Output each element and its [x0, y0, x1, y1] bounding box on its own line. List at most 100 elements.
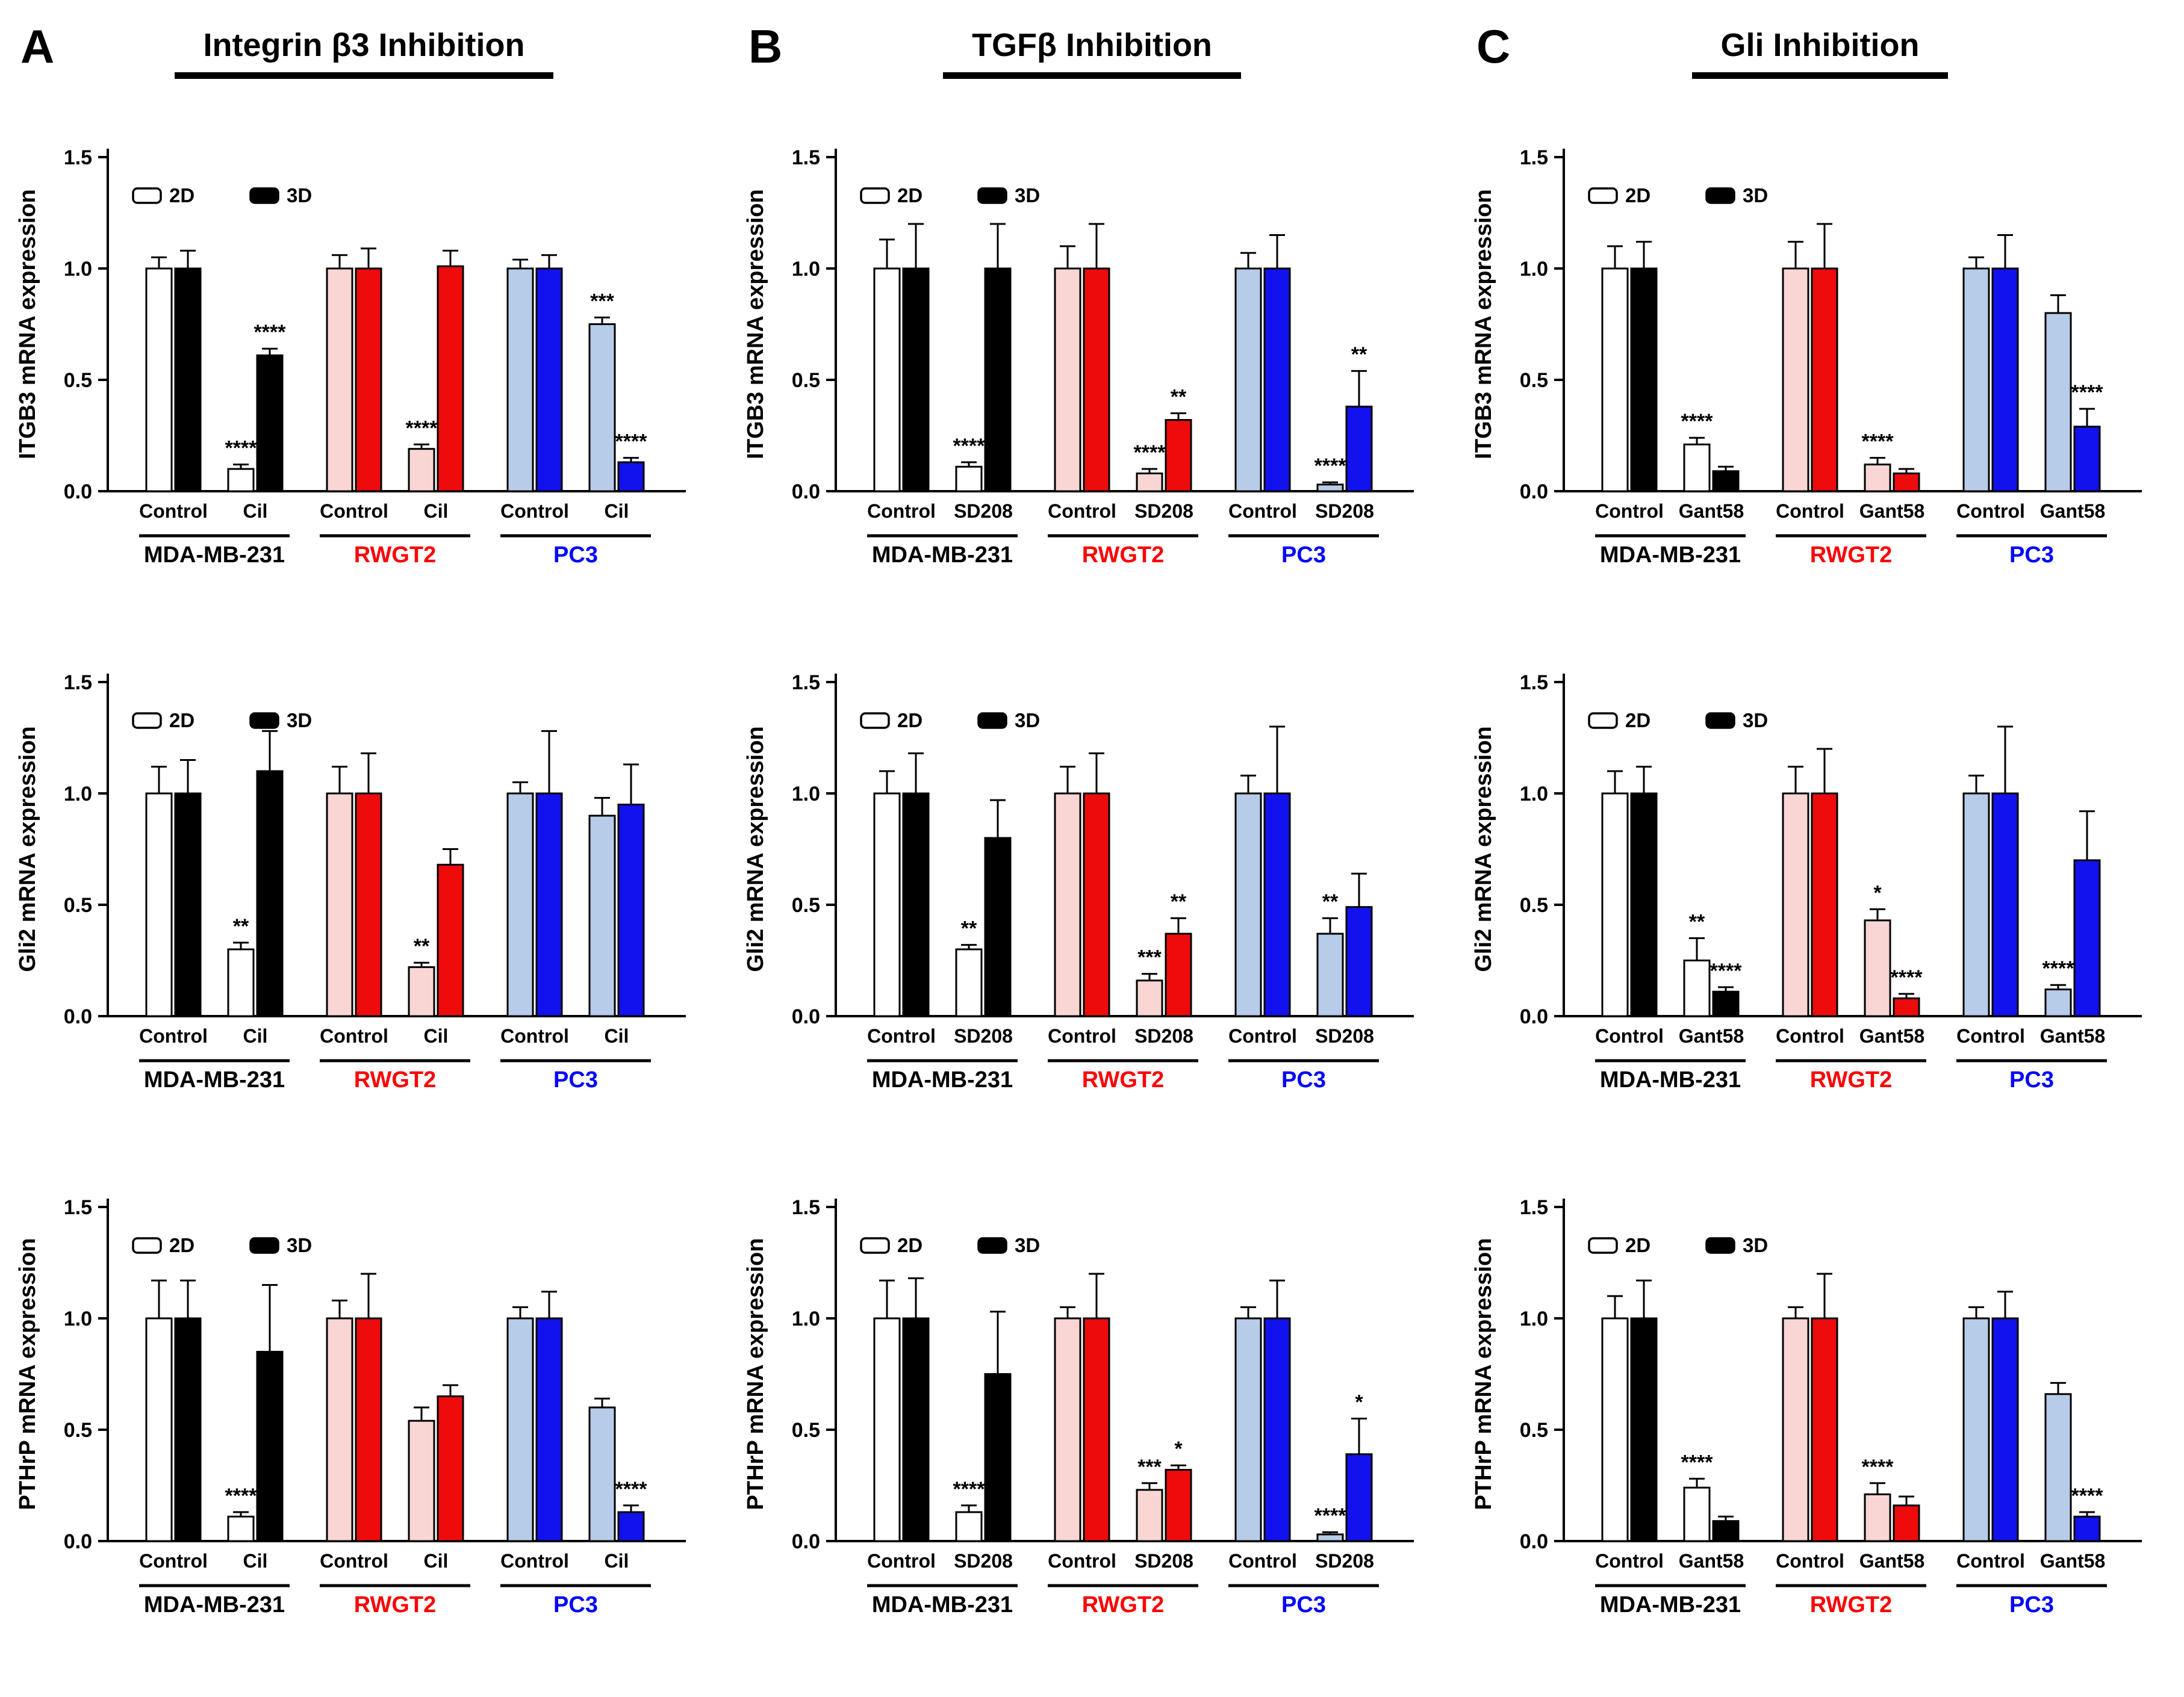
svg-text:3D: 3D [287, 184, 312, 206]
svg-text:****: **** [1862, 430, 1894, 453]
svg-text:1.0: 1.0 [792, 258, 820, 281]
svg-text:2D: 2D [169, 709, 194, 731]
chart-b-pthrp: 0.0 0.5 1.0 1.5 PTHrP mRNA expression 2D 3D Con… [728, 1162, 1456, 1687]
svg-text:Control: Control [500, 1025, 569, 1047]
svg-text:Control: Control [1048, 500, 1116, 522]
svg-text:0.5: 0.5 [792, 369, 820, 392]
chart-svg: 0.0 0.5 1.0 1.5 ITGB3 mRNA expression 2D 3D Con… [1471, 146, 2142, 568]
chart-svg: 0.0 0.5 1.0 1.5 Gli2 mRNA expression 2D 3D Cont… [1471, 671, 2142, 1093]
svg-text:**: ** [1322, 890, 1339, 913]
panel-b-title: TGFβ Inhibition [943, 26, 1241, 79]
chart-b-gli2: 0.0 0.5 1.0 1.5 Gli2 mRNA expression 2D 3D Cont… [728, 637, 1456, 1162]
svg-text:1.0: 1.0 [792, 783, 820, 805]
svg-text:RWGT2: RWGT2 [1810, 542, 1893, 568]
svg-text:MDA-MB-231: MDA-MB-231 [1600, 1067, 1741, 1093]
svg-text:Control: Control [139, 1025, 208, 1047]
svg-text:SD208: SD208 [1315, 500, 1374, 522]
svg-text:Cil: Cil [605, 500, 629, 522]
svg-text:PC3: PC3 [553, 542, 598, 568]
svg-text:PC3: PC3 [1281, 1067, 1326, 1093]
chart-c-itgb3: 0.0 0.5 1.0 1.5 ITGB3 mRNA expression 2D 3D Con… [1456, 112, 2184, 637]
svg-text:Gant58: Gant58 [1679, 1025, 1744, 1047]
panel-a-title: Integrin β3 Inhibition [174, 26, 554, 79]
svg-text:RWGT2: RWGT2 [1810, 1067, 1893, 1093]
panel-c-title: Gli Inhibition [1691, 26, 1949, 79]
svg-text:0.5: 0.5 [792, 1419, 820, 1442]
svg-text:Gant58: Gant58 [2040, 1550, 2105, 1572]
panel-c-letter: C [1476, 20, 1511, 73]
svg-text:0.5: 0.5 [64, 369, 92, 392]
svg-text:PC3: PC3 [1281, 1592, 1326, 1618]
svg-text:0.0: 0.0 [1520, 480, 1548, 503]
svg-text:Control: Control [1776, 500, 1844, 522]
svg-text:0.0: 0.0 [64, 480, 92, 503]
svg-text:****: **** [1862, 1456, 1894, 1478]
svg-text:1.5: 1.5 [792, 1196, 820, 1219]
svg-text:****: **** [1134, 441, 1166, 464]
chart-a-pthrp: 0.0 0.5 1.0 1.5 PTHrP mRNA expression 2D 3D Con… [0, 1162, 728, 1687]
panel-c-header: C Gli Inhibition [1456, 11, 2184, 112]
svg-text:PTHrP mRNA expression: PTHrP mRNA expression [1471, 1238, 1496, 1510]
svg-text:1.0: 1.0 [1520, 258, 1548, 281]
svg-text:****: **** [1681, 410, 1714, 433]
svg-text:Gant58: Gant58 [1859, 1550, 1924, 1572]
svg-text:SD208: SD208 [954, 1550, 1013, 1572]
svg-text:****: **** [1891, 966, 1923, 989]
chart-svg: 0.0 0.5 1.0 1.5 PTHrP mRNA expression 2D 3D Con… [743, 1196, 1414, 1618]
svg-text:****: **** [225, 1484, 258, 1507]
svg-text:1.0: 1.0 [64, 783, 92, 805]
svg-text:PC3: PC3 [2009, 1067, 2054, 1093]
svg-text:Control: Control [139, 1550, 208, 1572]
svg-text:****: **** [2042, 957, 2075, 980]
svg-text:PC3: PC3 [2009, 542, 2054, 568]
svg-text:1.0: 1.0 [64, 1308, 92, 1330]
svg-text:****: **** [2071, 1484, 2104, 1507]
svg-text:****: **** [254, 321, 287, 344]
svg-text:0.0: 0.0 [792, 480, 820, 503]
svg-text:***: *** [590, 290, 614, 312]
svg-text:Gli2 mRNA expression: Gli2 mRNA expression [1471, 726, 1496, 972]
svg-text:3D: 3D [287, 1234, 312, 1256]
svg-text:Control: Control [1956, 1025, 2025, 1047]
svg-text:PC3: PC3 [2009, 1592, 2054, 1618]
svg-text:Control: Control [1956, 1550, 2025, 1572]
svg-text:****: **** [1314, 1504, 1347, 1527]
svg-text:ITGB3 mRNA expression: ITGB3 mRNA expression [15, 189, 40, 459]
svg-text:Control: Control [1595, 500, 1664, 522]
svg-text:***: *** [1137, 946, 1162, 969]
svg-text:**: ** [961, 917, 977, 940]
svg-text:PC3: PC3 [553, 1067, 598, 1093]
svg-text:0.0: 0.0 [792, 1005, 820, 1028]
svg-text:ITGB3 mRNA expression: ITGB3 mRNA expression [1471, 189, 1496, 459]
svg-text:****: **** [225, 437, 258, 460]
svg-text:Gant58: Gant58 [1679, 500, 1744, 522]
svg-text:SD208: SD208 [1315, 1025, 1374, 1047]
svg-text:0.0: 0.0 [1520, 1005, 1548, 1028]
chart-c-gli2: 0.0 0.5 1.0 1.5 Gli2 mRNA expression 2D 3D Cont… [1456, 637, 2184, 1162]
svg-text:Control: Control [320, 500, 388, 522]
svg-text:***: *** [1137, 1456, 1162, 1478]
svg-text:Cil: Cil [424, 500, 449, 522]
svg-text:****: **** [2071, 381, 2104, 404]
panel-a-letter: A [20, 20, 55, 73]
svg-text:2D: 2D [897, 184, 922, 206]
chart-b-itgb3: 0.0 0.5 1.0 1.5 ITGB3 mRNA expression 2D 3D Con… [728, 112, 1456, 637]
svg-text:Control: Control [1228, 1550, 1297, 1572]
svg-text:2D: 2D [1625, 184, 1650, 206]
svg-text:0.0: 0.0 [64, 1530, 92, 1553]
svg-text:2D: 2D [1625, 709, 1650, 731]
svg-text:****: **** [615, 1478, 648, 1501]
svg-text:3D: 3D [1743, 709, 1768, 731]
chart-a-itgb3: 0.0 0.5 1.0 1.5 ITGB3 mRNA expression 2D 3D Con… [0, 112, 728, 637]
svg-text:Control: Control [1776, 1550, 1844, 1572]
panel-b-letter: B [748, 20, 783, 73]
svg-text:*: * [1355, 1391, 1363, 1414]
svg-text:*: * [1174, 1438, 1183, 1460]
svg-text:**: ** [1351, 343, 1367, 366]
svg-text:SD208: SD208 [1315, 1550, 1374, 1572]
svg-text:Control: Control [1228, 500, 1297, 522]
svg-text:Control: Control [1595, 1550, 1664, 1572]
svg-text:Cil: Cil [243, 500, 268, 522]
svg-text:2D: 2D [169, 1234, 194, 1256]
svg-text:3D: 3D [1743, 1234, 1768, 1256]
